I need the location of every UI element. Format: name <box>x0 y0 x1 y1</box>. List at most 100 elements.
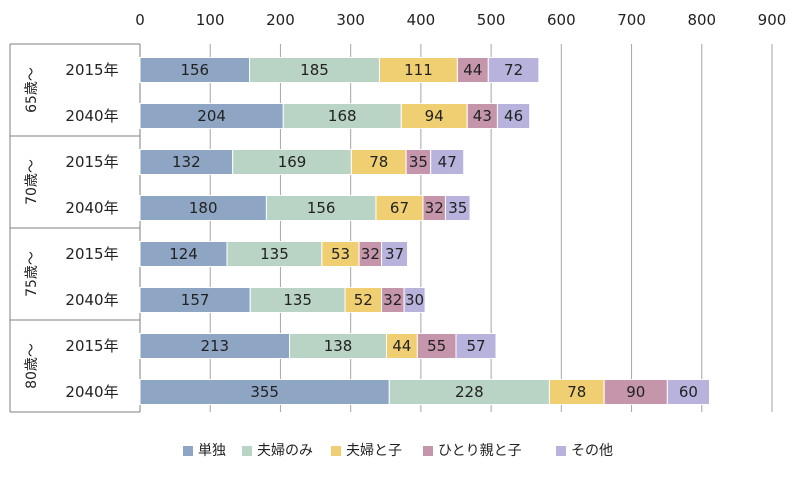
row-label: 2040年 <box>65 199 118 217</box>
bar-segment <box>403 287 426 313</box>
legend-swatch <box>331 446 341 456</box>
data-label: 52 <box>354 291 373 309</box>
data-label: 124 <box>169 245 198 263</box>
data-label: 111 <box>404 61 433 79</box>
data-label: 94 <box>425 107 444 125</box>
x-axis-ticks: 0 100 200 300 400 500 600 700 800 900 <box>135 11 786 29</box>
data-label: 157 <box>181 291 210 309</box>
bar-segment <box>321 241 360 267</box>
data-label: 135 <box>260 245 289 263</box>
legend-label: その他 <box>571 443 613 459</box>
data-label: 44 <box>463 61 482 79</box>
group-label: 75歳～ <box>24 251 40 297</box>
bar-segment <box>249 287 346 313</box>
bar-segment <box>139 103 284 129</box>
row-label: 2015年 <box>65 61 118 79</box>
x-tick-label: 800 <box>687 11 716 29</box>
x-tick-label: 100 <box>196 11 225 29</box>
data-label: 57 <box>466 337 485 355</box>
bar-segment <box>385 333 418 359</box>
data-label: 169 <box>278 153 307 171</box>
bar-segment <box>400 103 468 129</box>
bar-segment <box>378 57 458 83</box>
data-label: 228 <box>455 383 484 401</box>
data-label: 32 <box>383 291 402 309</box>
data-label: 185 <box>300 61 329 79</box>
data-label: 55 <box>427 337 446 355</box>
legend-swatch <box>242 446 252 456</box>
data-label: 30 <box>405 291 424 309</box>
bar-segment <box>444 195 471 221</box>
bar-segment <box>375 195 424 221</box>
group-label: 65歳～ <box>24 67 40 113</box>
legend-label: 夫婦のみ <box>257 442 313 459</box>
row-label: 2015年 <box>65 153 118 171</box>
row-label: 2040年 <box>65 291 118 309</box>
data-label: 355 <box>250 383 279 401</box>
bar-segment <box>430 149 465 175</box>
x-tick-label: 300 <box>336 11 365 29</box>
bar-segment <box>455 333 497 359</box>
category-frame: 65歳～ 2015年 2040年 70歳～ 2015年 2040年 75歳～ 2015年 204… <box>9 43 141 413</box>
bar-segment <box>139 241 228 267</box>
data-label: 53 <box>331 245 350 263</box>
data-label: 60 <box>679 383 698 401</box>
data-label: 156 <box>180 61 209 79</box>
x-tick-label: 900 <box>758 11 787 29</box>
data-label: 204 <box>197 107 226 125</box>
bar-segment <box>139 333 291 359</box>
row-label: 2015年 <box>65 245 118 263</box>
data-label: 44 <box>392 337 411 355</box>
data-label: 156 <box>307 199 336 217</box>
x-tick-label: 200 <box>266 11 295 29</box>
bar-segment <box>344 287 383 313</box>
data-label: 46 <box>504 107 523 125</box>
bar-segment <box>282 103 402 129</box>
data-label: 213 <box>200 337 229 355</box>
x-tick-label: 500 <box>477 11 506 29</box>
bar-segment <box>496 103 531 129</box>
data-label: 32 <box>361 245 380 263</box>
data-label: 78 <box>567 383 586 401</box>
data-label: 138 <box>324 337 353 355</box>
data-label: 135 <box>283 291 312 309</box>
data-label: 78 <box>369 153 388 171</box>
bar-segment <box>666 379 711 405</box>
bar-segment <box>139 57 251 83</box>
bars: 156 185 111 44 72 204 168 94 43 46 132 169 78 35 47 180… <box>139 57 711 405</box>
data-label: 35 <box>409 153 428 171</box>
bar-segment <box>265 195 377 221</box>
data-label: 47 <box>438 153 457 171</box>
x-tick-label: 0 <box>135 11 145 29</box>
data-label: 32 <box>425 199 444 217</box>
bar-segment <box>139 195 267 221</box>
x-tick-label: 400 <box>407 11 436 29</box>
bar-segment <box>139 149 234 175</box>
row-label: 2015年 <box>65 337 118 355</box>
legend-label: 夫婦と子 <box>346 442 402 459</box>
bar-segment <box>487 57 540 83</box>
data-label: 72 <box>504 61 523 79</box>
data-label: 43 <box>473 107 492 125</box>
row-label: 2040年 <box>65 107 118 125</box>
data-label: 67 <box>390 199 409 217</box>
data-label: 37 <box>385 245 404 263</box>
data-label: 35 <box>448 199 467 217</box>
data-label: 132 <box>172 153 201 171</box>
row-label: 2040年 <box>65 383 118 401</box>
bar-segment <box>466 103 498 129</box>
x-tick-label: 700 <box>617 11 646 29</box>
group-label: 80歳～ <box>24 343 40 389</box>
legend-label: 単独 <box>198 443 226 459</box>
data-label: 90 <box>626 383 645 401</box>
bar-segment <box>388 379 550 405</box>
group-label: 70歳～ <box>24 159 40 205</box>
legend: 単独 夫婦のみ 夫婦と子 ひとり親と子 その他 <box>183 442 613 459</box>
bar-segment <box>139 379 390 405</box>
legend-swatch <box>556 446 566 456</box>
data-label: 168 <box>328 107 357 125</box>
legend-label: ひとり親と子 <box>438 443 522 459</box>
bar-segment <box>139 287 251 313</box>
